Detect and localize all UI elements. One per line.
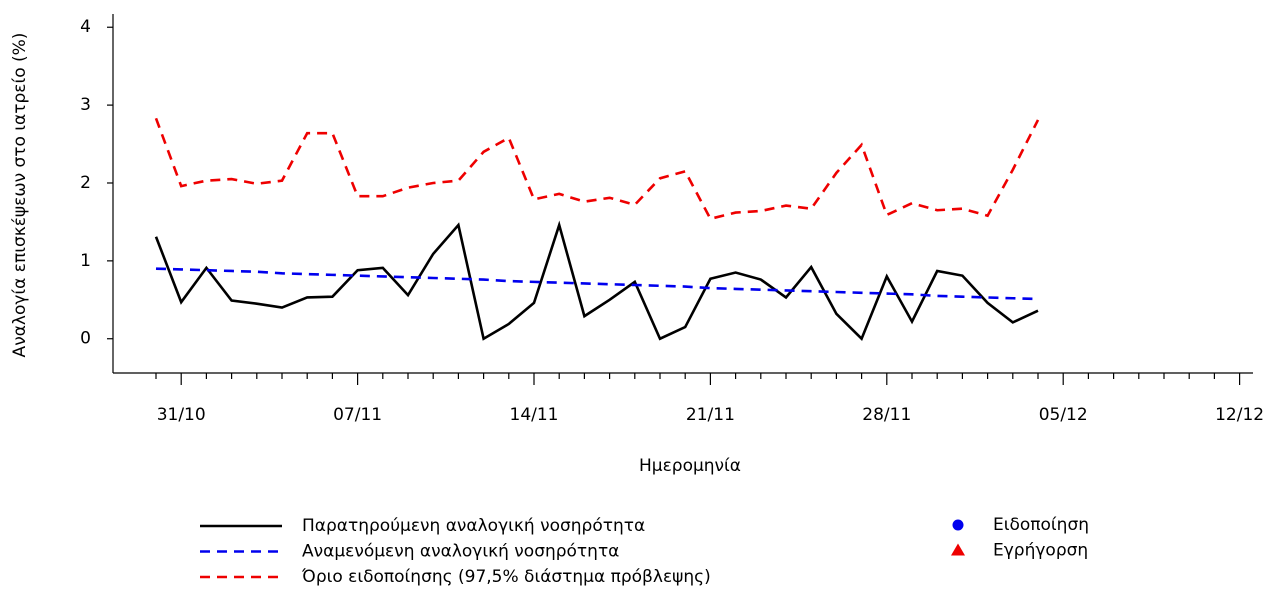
y-axis-title: Αναλογία επισκέψεων στο ιατρείο (%)	[10, 33, 30, 358]
y-tick-label: 3	[80, 95, 91, 115]
x-tick-label: 14/11	[510, 405, 559, 425]
series-line	[154, 220, 1039, 342]
series-line	[154, 117, 1040, 221]
legend-marker	[951, 543, 965, 556]
x-tick-label: 21/11	[686, 405, 735, 425]
x-axis-title: Ημερομηνία	[639, 456, 741, 476]
x-tick-label: 05/12	[1039, 405, 1088, 425]
legend-marker	[952, 519, 964, 531]
y-tick-label: 4	[80, 17, 91, 37]
series-line	[155, 267, 1039, 301]
legend-label: Παρατηρούμενη αναλογική νοσηρότητα	[302, 516, 645, 536]
y-tick-label: 2	[80, 173, 91, 193]
x-tick-label: 12/12	[1215, 405, 1264, 425]
legend-label: Ειδοποίηση	[993, 515, 1089, 535]
y-tick-label: 1	[80, 251, 91, 271]
x-tick-label: 07/11	[333, 405, 382, 425]
legend-label: Αναμενόμενη αναλογική νοσηρότητα	[302, 542, 619, 562]
x-tick-label: 31/10	[157, 405, 206, 425]
legend-label: Όριο ειδοποίησης (97,5% διάστημα πρόβλεψ…	[301, 567, 711, 587]
legend-label: Εγρήγορση	[993, 541, 1088, 561]
y-tick-label: 0	[80, 329, 91, 349]
x-tick-label: 28/11	[862, 405, 911, 425]
